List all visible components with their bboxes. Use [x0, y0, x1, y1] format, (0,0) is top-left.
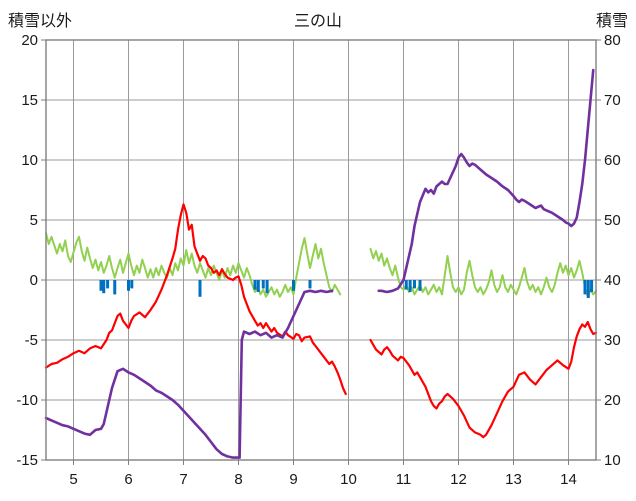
svg-text:14: 14: [560, 471, 577, 488]
svg-text:20: 20: [604, 392, 621, 409]
svg-text:9: 9: [289, 471, 297, 488]
svg-text:70: 70: [604, 92, 621, 109]
svg-text:6: 6: [124, 471, 132, 488]
svg-text:-15: -15: [16, 452, 38, 469]
svg-text:10: 10: [340, 471, 357, 488]
svg-text:40: 40: [604, 272, 621, 289]
svg-text:80: 80: [604, 32, 621, 49]
svg-text:10: 10: [604, 452, 621, 469]
svg-text:30: 30: [604, 332, 621, 349]
right-axis-title: 積雪: [595, 13, 628, 30]
svg-text:13: 13: [505, 471, 522, 488]
svg-text:50: 50: [604, 212, 621, 229]
svg-text:7: 7: [179, 471, 187, 488]
svg-text:8: 8: [234, 471, 242, 488]
svg-text:11: 11: [396, 471, 412, 488]
svg-text:15: 15: [21, 92, 38, 109]
svg-text:5: 5: [30, 212, 38, 229]
svg-text:20: 20: [21, 32, 38, 49]
svg-text:-5: -5: [25, 332, 38, 349]
svg-text:60: 60: [604, 152, 621, 169]
left-axis-title: 積雪以外: [8, 13, 73, 30]
svg-text:5: 5: [69, 471, 77, 488]
svg-text:0: 0: [30, 272, 38, 289]
svg-text:10: 10: [21, 152, 38, 169]
svg-text:-10: -10: [16, 392, 38, 409]
chart-title: 三の山: [293, 13, 342, 30]
svg-text:12: 12: [450, 471, 467, 488]
